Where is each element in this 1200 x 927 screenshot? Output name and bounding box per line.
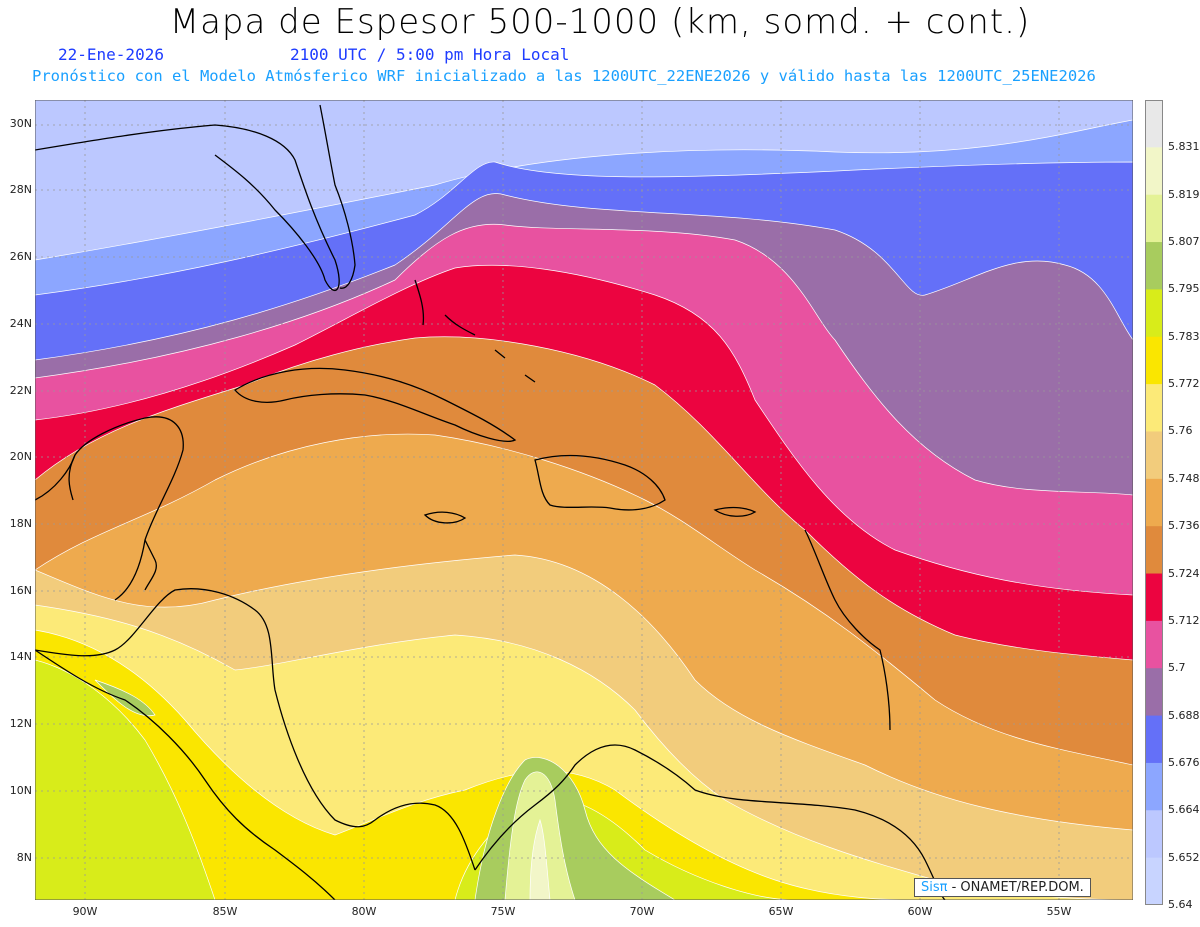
colorbar-label: 5.688 xyxy=(1168,708,1200,722)
cuba xyxy=(234,367,517,442)
jamaica xyxy=(423,511,467,524)
lon-label-60w: 60W xyxy=(907,905,933,918)
colorbar-swatch xyxy=(1145,526,1163,575)
florida-east-coast xyxy=(319,104,356,289)
colorbar-swatch xyxy=(1145,857,1163,905)
lat-label-16n: 16N xyxy=(9,584,32,597)
colorbar-swatch xyxy=(1145,289,1163,338)
lon-label-70w: 70W xyxy=(629,905,655,918)
colorbar-label: 5.7 xyxy=(1168,661,1186,675)
colorbar-swatch xyxy=(1145,242,1163,290)
lat-label-26n: 26N xyxy=(9,250,32,263)
colorbar-swatch xyxy=(1145,431,1163,480)
band-5772 xyxy=(35,659,796,900)
colorbar-label: 5.772 xyxy=(1168,377,1200,391)
bahamas xyxy=(414,279,536,383)
lon-label-75w: 75W xyxy=(490,905,516,918)
pacific-coast-central-america xyxy=(35,649,336,900)
colorbar-label: 5.795 xyxy=(1168,282,1200,296)
forecast-description: Pronóstico con el Modelo Atmósferico WRF… xyxy=(32,67,1096,85)
colorbar-label: 5.652 xyxy=(1168,850,1200,864)
colorbar-label: 5.712 xyxy=(1168,613,1200,627)
colorbar-label: 5.76 xyxy=(1168,424,1193,438)
colorbar-label: 5.736 xyxy=(1168,519,1200,533)
lon-label-55w: 55W xyxy=(1046,905,1072,918)
south-america-coast xyxy=(474,744,946,900)
colorbar-swatch xyxy=(1145,336,1163,385)
lon-label-65w: 65W xyxy=(768,905,794,918)
colorbar-swatch xyxy=(1145,100,1163,148)
colorbar-swatch xyxy=(1145,478,1163,527)
forecast-time: 2100 UTC / 5:00 pm Hora Local xyxy=(290,45,570,64)
colorbar-swatch xyxy=(1145,194,1163,243)
florida-coast xyxy=(35,124,340,292)
colorbar-label: 5.819 xyxy=(1168,187,1200,201)
colorbar xyxy=(1145,100,1163,905)
colorbar-swatch xyxy=(1145,573,1163,622)
credit-text: - ONAMET/REP.DOM. xyxy=(947,880,1084,895)
lat-label-14n: 14N xyxy=(9,650,32,663)
colorbar-label: 5.748 xyxy=(1168,471,1200,485)
lat-label-24n: 24N xyxy=(9,317,32,330)
colorbar-label: 5.807 xyxy=(1168,235,1200,249)
colorbar-swatch xyxy=(1145,147,1163,196)
colorbar-label: 5.724 xyxy=(1168,566,1200,580)
lon-label-85w: 85W xyxy=(212,905,238,918)
credit-box: Sisπ - ONAMET/REP.DOM. xyxy=(914,878,1091,897)
colorbar-swatch xyxy=(1145,762,1163,811)
lat-label-8n: 8N xyxy=(16,851,32,864)
colorbar-label: 5.64 xyxy=(1168,898,1193,911)
map-title: Mapa de Espesor 500-1000 (km, somd. + co… xyxy=(169,2,1031,42)
colorbar-label: 5.664 xyxy=(1168,803,1200,817)
lat-label-10n: 10N xyxy=(9,784,32,797)
lon-label-80w: 80W xyxy=(351,905,377,918)
lat-label-28n: 28N xyxy=(9,183,32,196)
gridlines xyxy=(35,100,1133,900)
lat-label-12n: 12N xyxy=(9,717,32,730)
lat-label-22n: 22N xyxy=(9,384,32,397)
colorbar-swatch xyxy=(1145,384,1163,432)
credit-brand: Sisπ xyxy=(921,880,948,895)
band-5807 xyxy=(529,818,551,900)
lon-label-90w: 90W xyxy=(72,905,98,918)
hispaniola xyxy=(534,454,666,511)
colorbar-border xyxy=(1145,100,1163,905)
colorbar-swatch xyxy=(1145,620,1163,669)
colorbar-swatch xyxy=(1145,668,1163,717)
colorbar-label: 5.676 xyxy=(1168,755,1200,769)
yucatan xyxy=(68,454,157,591)
lat-label-20n: 20N xyxy=(9,450,32,463)
colorbar-swatch xyxy=(1145,715,1163,764)
colorbar-label: 5.783 xyxy=(1168,329,1200,343)
colorbar-label: 5.831 xyxy=(1168,140,1200,154)
central-america-coast xyxy=(35,588,476,871)
colorbar-swatch xyxy=(1145,810,1163,859)
band-5760 xyxy=(35,629,916,900)
lesser-antilles xyxy=(804,529,891,731)
coastlines xyxy=(35,104,946,900)
forecast-date: 22-Ene-2026 xyxy=(58,45,164,64)
thickness-map xyxy=(35,100,1133,900)
lat-label-18n: 18N xyxy=(9,517,32,530)
lat-label-30n: 30N xyxy=(9,117,32,130)
puerto-rico xyxy=(713,506,757,517)
